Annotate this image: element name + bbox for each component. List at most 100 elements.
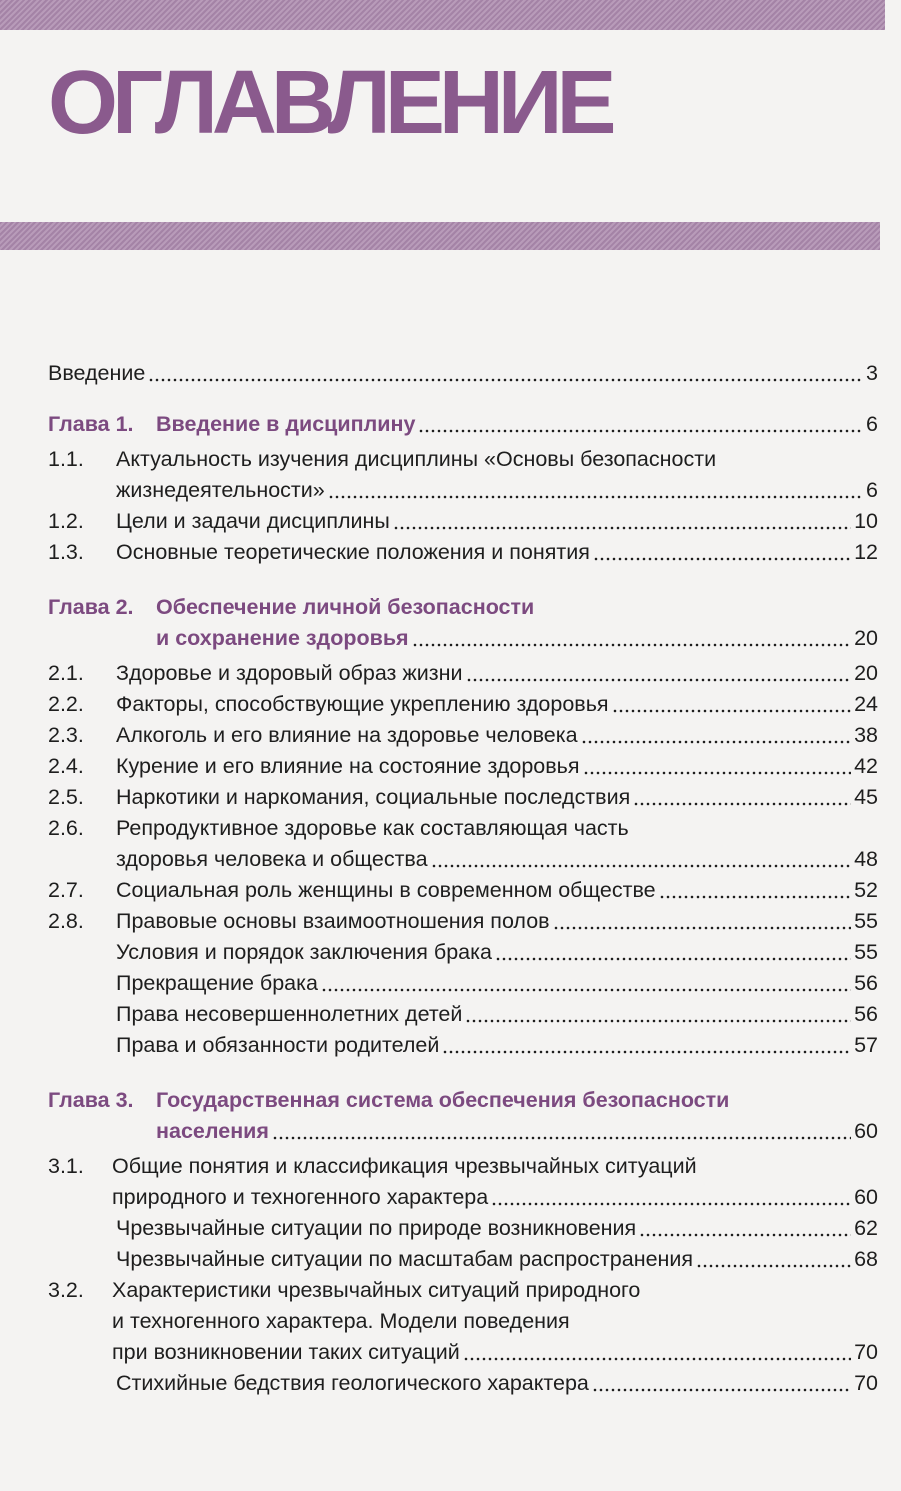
dot-leader [462, 1353, 852, 1361]
toc-entry-number: 2.1. [48, 661, 84, 685]
toc-entry: Введение 3 [48, 358, 878, 389]
toc-page-number: 45 [854, 785, 878, 809]
toc-entry: 2.2. Факторы, способствующие укреплению з… [48, 689, 878, 720]
toc-entry-title: здоровья человека и общества [116, 847, 428, 871]
toc-page-number: 42 [854, 754, 878, 778]
toc-page-number: 6 [866, 478, 878, 502]
toc-chapter: Глава 1. Введение в дисциплину 6 [48, 409, 878, 440]
toc-entry: 3.1. Общие понятия и классификация чрезвы… [48, 1151, 878, 1213]
toc-entry: 2.7. Социальная роль женщины в современно… [48, 875, 878, 906]
toc-entry-title: Чрезвычайные ситуации по масштабам распр… [116, 1247, 694, 1271]
toc-entry-number [48, 937, 116, 968]
toc-chapter: Глава 2. Обеспечение личной безопасности и… [48, 592, 878, 654]
toc-entry: Чрезвычайные ситуации по масштабам распр… [48, 1244, 878, 1275]
toc-entry-title: природного и техногенного характера [112, 1185, 489, 1209]
toc-page-number: 60 [854, 1119, 878, 1143]
toc-entry: 1.2. Цели и задачи дисциплины 10 [48, 506, 878, 537]
toc-entry-number: 2.2. [48, 692, 84, 716]
toc-page-number: 24 [854, 692, 878, 716]
toc-page-number: 52 [854, 878, 878, 902]
toc-entry-number [48, 968, 116, 999]
toc-entry-title: Прекращение брака [116, 971, 318, 995]
toc-entry-title: Факторы, способствующие укреплению здоро… [116, 692, 609, 716]
dot-leader [271, 1132, 852, 1140]
dot-leader [580, 736, 852, 744]
toc-entry-title: Здоровье и здоровый образ жизни [116, 661, 463, 685]
toc-entry: Условия и порядок заключения брака 55 [48, 937, 878, 968]
dot-leader [148, 374, 864, 382]
toc-entry-title: Условия и порядок заключения брака [116, 940, 492, 964]
toc-entry: 2.8. Правовые основы взаимоотношения поло… [48, 906, 878, 937]
toc-entry-title: при возникновении таких ситуаций [112, 1340, 460, 1364]
toc-page-number: 55 [854, 909, 878, 933]
toc-page-number: 3 [866, 361, 878, 385]
dot-leader [411, 639, 852, 647]
dot-leader [430, 860, 852, 868]
toc-entry: 2.5. Наркотики и наркомания, социальные п… [48, 782, 878, 813]
decorative-stripe-top [0, 0, 885, 30]
decorative-stripe-divider [0, 222, 880, 250]
dot-leader [491, 1198, 852, 1206]
toc-page-number: 20 [854, 661, 878, 685]
dot-leader [327, 491, 864, 499]
toc-entry-number: 2.8. [48, 909, 84, 933]
toc-page-number: 68 [854, 1247, 878, 1271]
toc-entry-title: Алкоголь и его влияние на здоровье челов… [116, 723, 578, 747]
dot-leader [611, 705, 852, 713]
toc-page-number: 55 [854, 940, 878, 964]
toc-entry: 2.6. Репродуктивное здоровье как составля… [48, 813, 878, 875]
dot-leader [582, 767, 852, 775]
toc-entry: Чрезвычайные ситуации по природе возникн… [48, 1213, 878, 1244]
dot-leader [465, 1015, 852, 1023]
toc-page-number: 10 [854, 509, 878, 533]
toc-entry-title: Социальная роль женщины в современном об… [116, 878, 656, 902]
toc-chapter: Глава 3. Государственная система обеспече… [48, 1085, 878, 1147]
toc-entry: Права и обязанности родителей 57 [48, 1030, 878, 1061]
toc-entry-title: Характеристики чрезвычайных ситуаций при… [112, 1278, 641, 1302]
dot-leader [696, 1260, 852, 1268]
toc-entry-number: 3.1. [48, 1154, 84, 1178]
toc-page-number: 70 [854, 1340, 878, 1364]
dot-leader [591, 1384, 852, 1392]
toc-page-number: 57 [854, 1033, 878, 1057]
dot-leader [639, 1229, 852, 1237]
toc-entry-title: Введение в дисциплину [156, 412, 416, 436]
toc-page-number: 62 [854, 1216, 878, 1240]
toc-entry-title: Введение [48, 361, 146, 385]
toc-page-number: 60 [854, 1185, 878, 1209]
toc-entry-number: Глава 3. [48, 1088, 134, 1112]
toc-page-number: 20 [854, 626, 878, 650]
toc-entry: Стихийные бедствия геологического характ… [48, 1368, 878, 1399]
dot-leader [633, 798, 852, 806]
toc-entry-number: 1.2. [48, 509, 84, 533]
toc-entry-number [48, 1368, 116, 1399]
toc-entry: 1.3. Основные теоретические положения и п… [48, 537, 878, 568]
toc-page-number: 38 [854, 723, 878, 747]
dot-leader [552, 922, 852, 930]
toc-page-number: 56 [854, 1002, 878, 1026]
toc-entry: 2.1. Здоровье и здоровый образ жизни 20 [48, 658, 878, 689]
toc-entry: 2.3. Алкоголь и его влияние на здоровье ч… [48, 720, 878, 751]
toc-entry: 1.1. Актуальность изучения дисциплины «Ос… [48, 444, 878, 506]
toc-entry-title: Правовые основы взаимоотношения полов [116, 909, 550, 933]
dot-leader [320, 984, 852, 992]
toc-entry-title: Государственная система обеспечения безо… [156, 1088, 730, 1112]
toc-entry: Прекращение брака 56 [48, 968, 878, 999]
table-of-contents: Введение 3 Глава 1. Введение в дисциплину 6 1… [48, 358, 878, 1399]
dot-leader [494, 953, 852, 961]
toc-entry-number: 2.5. [48, 785, 84, 809]
toc-entry-number: 2.4. [48, 754, 84, 778]
toc-entry-number [48, 1030, 116, 1061]
toc-entry-title: Цели и задачи дисциплины [116, 509, 390, 533]
toc-entry: Права несовершеннолетних детей 56 [48, 999, 878, 1030]
toc-entry-title: Наркотики и наркомания, социальные после… [116, 785, 631, 809]
toc-entry-title: и сохранение здоровья [156, 626, 409, 650]
toc-entry-title: Репродуктивное здоровье как составляющая… [116, 816, 629, 840]
toc-entry-title: Курение и его влияние на состояние здоро… [116, 754, 580, 778]
toc-entry-number: 1.1. [48, 447, 84, 471]
toc-entry-title: населения [156, 1119, 269, 1143]
toc-entry-number [48, 1213, 116, 1244]
dot-leader [592, 553, 852, 561]
dot-leader [442, 1046, 852, 1054]
dot-leader [418, 425, 864, 433]
